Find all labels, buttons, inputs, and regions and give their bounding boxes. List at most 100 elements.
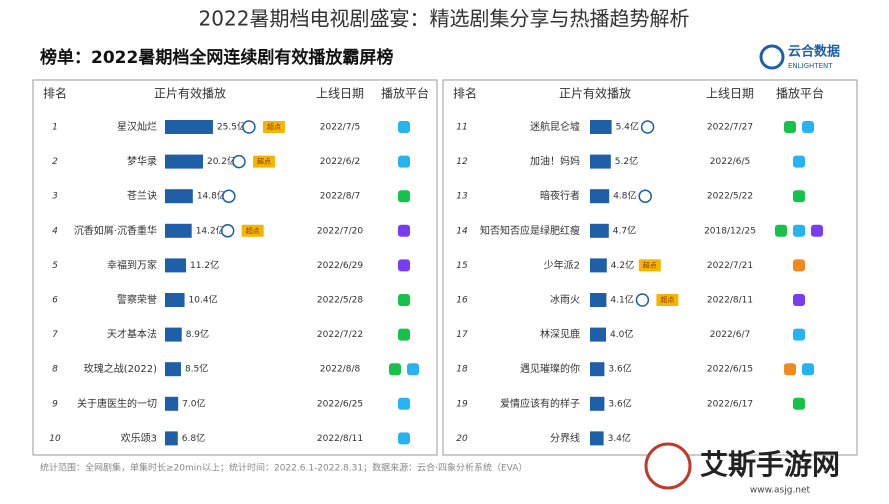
drama-name: 冰雨火 bbox=[550, 293, 580, 306]
bar bbox=[590, 396, 605, 411]
rank: 17 bbox=[456, 330, 468, 340]
value-label: 7.0亿 bbox=[182, 397, 205, 409]
value-label: 3.6亿 bbox=[608, 397, 631, 409]
drama-name: 幸福到万家 bbox=[107, 258, 157, 271]
rank: 9 bbox=[52, 399, 58, 409]
value-label: 4.0亿 bbox=[610, 328, 633, 340]
date: 2018/12/25 bbox=[704, 226, 756, 236]
platform-icon bbox=[793, 190, 805, 203]
board-title: 榜单：2022暑期档全网连续剧有效播放霸屏榜 bbox=[40, 47, 393, 68]
drama-name: 分界线 bbox=[550, 431, 580, 444]
date: 2022/7/5 bbox=[320, 123, 360, 133]
bar bbox=[165, 154, 203, 169]
rank: 5 bbox=[52, 261, 58, 271]
rank: 4 bbox=[52, 226, 58, 236]
drama-name: 知否知否应是绿肥红瘦 bbox=[480, 224, 580, 237]
rank: 10 bbox=[49, 434, 61, 444]
value-label: 5.4亿 bbox=[616, 121, 639, 133]
date: 2022/6/2 bbox=[320, 157, 360, 167]
value-label: 10.4亿 bbox=[189, 294, 218, 306]
platform-icon bbox=[802, 121, 814, 133]
platform-icon bbox=[793, 294, 805, 306]
round-icon bbox=[640, 120, 655, 134]
bar bbox=[165, 362, 181, 377]
platform-icon bbox=[811, 224, 823, 237]
platform-icon bbox=[793, 397, 805, 410]
column-header: 排名 bbox=[453, 86, 477, 101]
platform-icon bbox=[398, 121, 410, 133]
value-label: 6.8亿 bbox=[182, 432, 205, 444]
date: 2022/6/29 bbox=[317, 261, 363, 271]
logo-mark bbox=[759, 44, 785, 70]
badge-bg bbox=[252, 155, 275, 168]
drama-name: 梦华录 bbox=[127, 155, 157, 168]
bar bbox=[165, 293, 185, 307]
badge-bg bbox=[638, 259, 661, 272]
panel bbox=[32, 79, 438, 456]
rank: 6 bbox=[52, 296, 58, 306]
round-icon bbox=[220, 224, 235, 238]
drama-name: 迷航昆仑墟 bbox=[530, 120, 580, 133]
bar bbox=[165, 258, 187, 273]
watermark-logo bbox=[644, 442, 692, 490]
bar bbox=[590, 431, 604, 446]
value-label: 4.2亿 bbox=[611, 259, 634, 271]
value-label: 14.2亿 bbox=[196, 224, 225, 236]
bar bbox=[165, 120, 213, 134]
value-label: 8.5亿 bbox=[185, 363, 208, 375]
bar bbox=[590, 189, 610, 204]
drama-name: 少年派2 bbox=[544, 258, 580, 271]
drama-name: 暗夜行者 bbox=[540, 189, 580, 202]
value-label: 4.7亿 bbox=[613, 224, 636, 236]
rank: 1 bbox=[52, 123, 58, 133]
date: 2022/8/7 bbox=[320, 192, 360, 202]
value-label: 20.2亿 bbox=[207, 155, 236, 167]
date: 2022/6/17 bbox=[707, 399, 753, 409]
value-label: 4.1亿 bbox=[610, 294, 633, 306]
drama-name: 天才基本法 bbox=[107, 328, 157, 341]
drama-name: 爱情应该有的样子 bbox=[500, 397, 580, 410]
rank: 19 bbox=[456, 399, 468, 409]
column-header: 播放平台 bbox=[776, 86, 824, 101]
drama-name: 加油！妈妈 bbox=[530, 155, 580, 168]
column-header: 播放平台 bbox=[381, 86, 429, 101]
round-icon bbox=[635, 293, 650, 307]
platform-icon bbox=[398, 190, 410, 203]
platform-icon bbox=[398, 259, 410, 272]
platform-icon bbox=[398, 397, 410, 410]
platform-icon bbox=[784, 363, 796, 376]
column-header: 正片有效播放 bbox=[559, 86, 631, 101]
drama-name: 欢乐颂3 bbox=[121, 431, 157, 444]
date: 2022/8/11 bbox=[317, 434, 363, 444]
rank: 18 bbox=[456, 365, 468, 375]
rank: 20 bbox=[456, 434, 468, 444]
badge-bg bbox=[241, 224, 264, 237]
badge-bg bbox=[262, 121, 285, 133]
bar bbox=[590, 120, 612, 134]
round-icon bbox=[222, 189, 236, 203]
drama-name: 星汉灿烂 bbox=[117, 120, 157, 133]
date: 2022/7/20 bbox=[317, 226, 363, 236]
watermark-title: 艾斯手游网 bbox=[700, 448, 840, 481]
value-label: 11.2亿 bbox=[190, 259, 219, 271]
date: 2022/8/8 bbox=[320, 365, 361, 375]
badge: 超点 bbox=[660, 295, 674, 304]
badge: 超点 bbox=[257, 157, 271, 166]
date: 2022/8/11 bbox=[707, 296, 753, 306]
date: 2022/7/21 bbox=[707, 261, 753, 271]
badge: 超点 bbox=[643, 260, 657, 269]
round-icon bbox=[638, 189, 652, 203]
drama-name: 关于唐医生的一切 bbox=[77, 397, 157, 410]
platform-icon bbox=[784, 121, 796, 133]
bar bbox=[590, 154, 611, 169]
platform-icon bbox=[389, 363, 401, 376]
value-label: 25.5亿 bbox=[217, 121, 246, 133]
bar bbox=[165, 396, 179, 411]
drama-name: 玫瑰之战(2022) bbox=[84, 362, 157, 375]
rank: 16 bbox=[456, 296, 468, 306]
rank: 8 bbox=[52, 365, 58, 375]
rank: 7 bbox=[52, 330, 58, 340]
page-title: 2022暑期档电视剧盛宴：精选剧集分享与热播趋势解析 bbox=[199, 7, 690, 31]
drama-name: 遇见璀璨的你 bbox=[520, 362, 580, 375]
date: 2022/6/25 bbox=[317, 399, 363, 409]
